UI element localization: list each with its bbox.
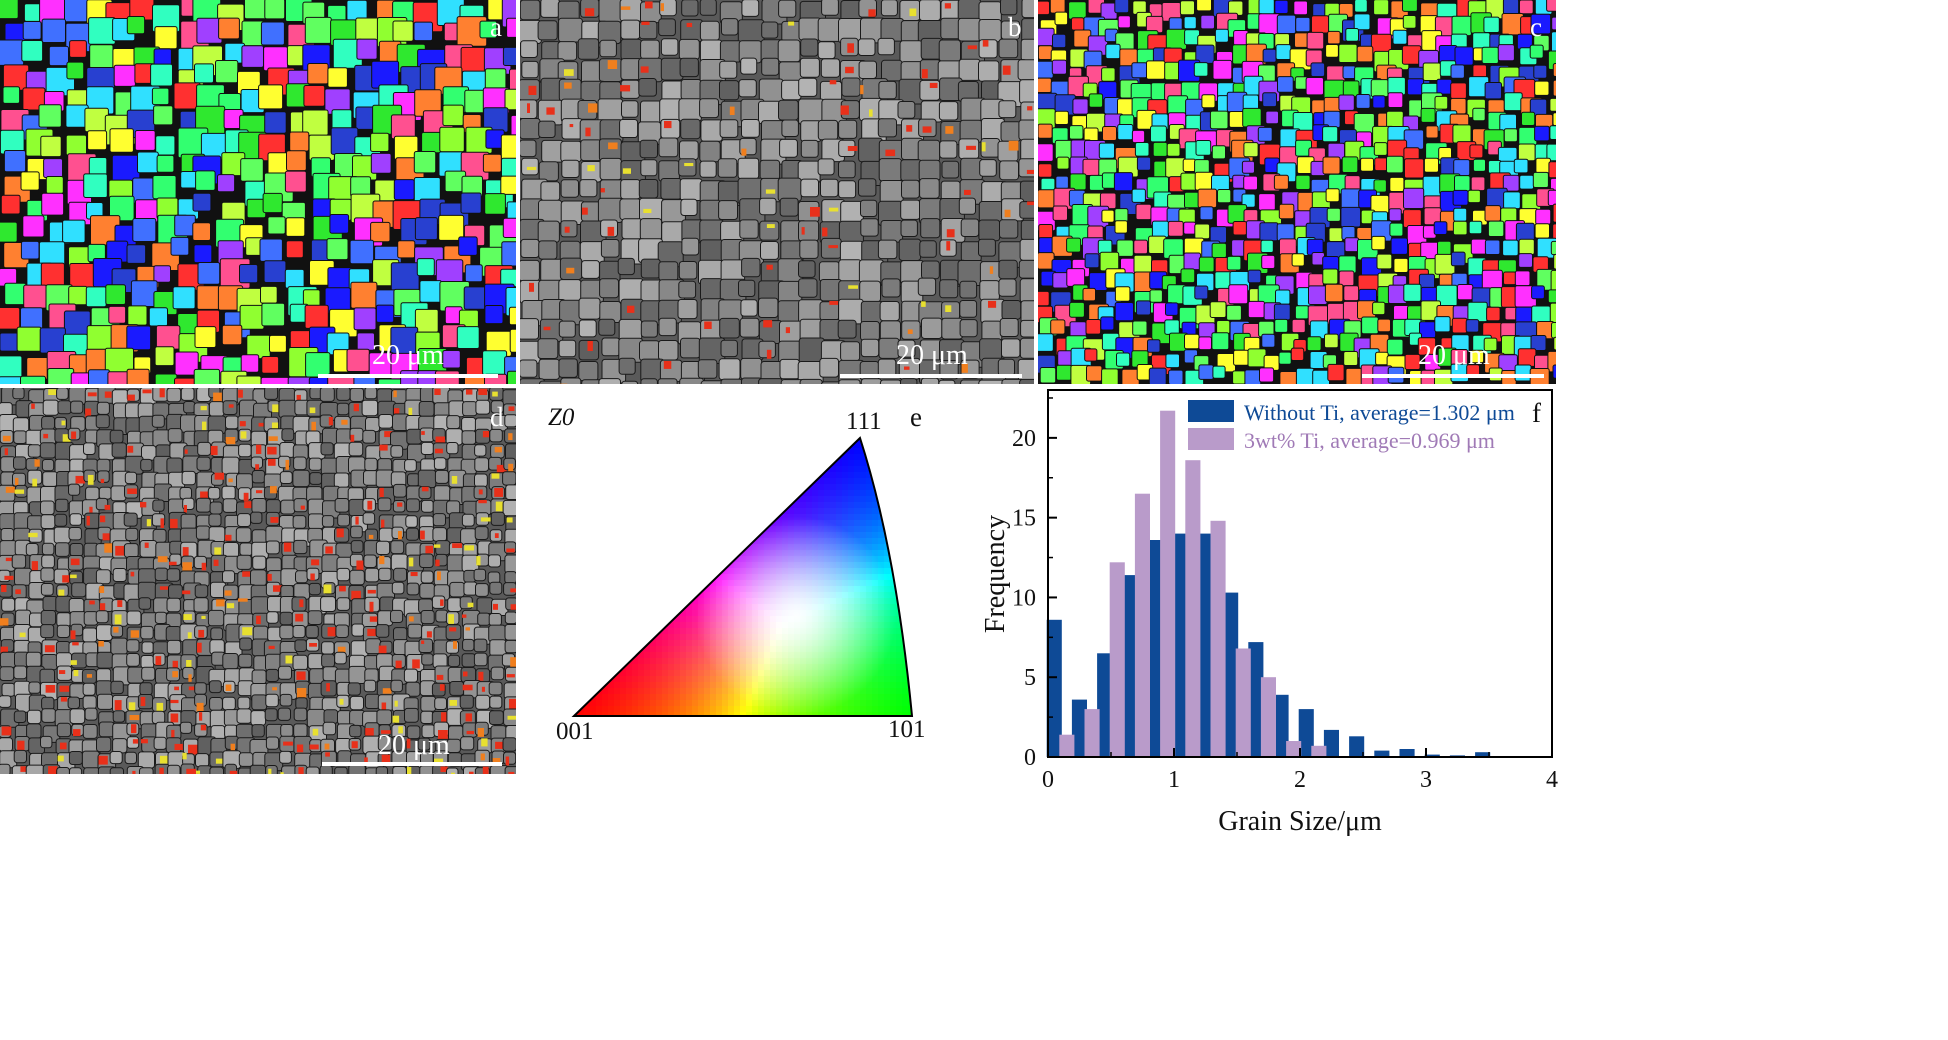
y-tick-label: 0	[1024, 745, 1036, 771]
bar-without-ti	[1374, 750, 1390, 757]
bar-without-ti	[1172, 533, 1188, 757]
bar-without-ti	[1399, 749, 1415, 757]
legend-swatch-without-ti	[1188, 400, 1234, 422]
panel-e-ipf-key	[560, 430, 920, 720]
x-tick-label: 4	[1546, 767, 1558, 793]
legend-label-3wt-ti: 3wt% Ti, average=0.969 μm	[1244, 428, 1495, 453]
ipf-key-outline	[571, 436, 914, 717]
panel-d-boundary-map	[0, 388, 516, 774]
panel-f-histogram: 0 1 2 3 4 0 5 10 15 20 Without Ti, average=1.302 …	[960, 386, 1948, 1040]
bar-without-ti	[1046, 619, 1062, 757]
bar-3wt-ti	[1109, 562, 1125, 757]
panel-e-label: e	[910, 402, 922, 432]
bar-without-ti	[1475, 752, 1491, 757]
bar-3wt-ti	[1084, 709, 1100, 757]
panel-a-scale-text: 20 μm	[372, 340, 444, 371]
panel-a-label: a	[490, 12, 502, 42]
panel-b-label: b	[1008, 12, 1022, 42]
panel-b-boundary-map	[520, 0, 1034, 384]
panel-b-scale-text: 20 μm	[896, 340, 968, 371]
bar-without-ti	[1197, 533, 1213, 757]
x-tick-label: 3	[1420, 767, 1432, 793]
chart-xlabel: Grain Size/μm	[1218, 806, 1382, 837]
bar-3wt-ti	[1134, 493, 1150, 757]
bar-without-ti	[1298, 709, 1314, 757]
panel-c-ipf-map	[1038, 0, 1556, 384]
y-tick-label: 10	[1012, 585, 1036, 611]
bar-without-ti	[1273, 694, 1289, 757]
bar-3wt-ti	[1260, 677, 1276, 757]
bar-3wt-ti	[1311, 745, 1327, 757]
bar-without-ti	[1122, 575, 1138, 757]
bar-without-ti	[1248, 642, 1264, 757]
y-tick-label: 5	[1024, 665, 1036, 691]
panel-a-scale-bar	[318, 374, 498, 378]
panel-a-ipf-map	[0, 0, 516, 384]
panel-d-scale-bar	[322, 762, 502, 766]
chart-ylabel: Frequency	[980, 515, 1011, 633]
panel-d-scale-text: 20 μm	[378, 730, 450, 761]
ipf-corner-101: 101	[888, 716, 926, 743]
bar-without-ti	[1424, 754, 1440, 757]
bar-3wt-ti	[1185, 460, 1201, 757]
legend-label-without-ti: Without Ti, average=1.302 μm	[1244, 400, 1515, 425]
y-tick-label: 20	[1012, 426, 1036, 452]
bar-3wt-ti	[1210, 520, 1226, 757]
panel-d-label: d	[490, 402, 504, 432]
y-tick-label: 15	[1012, 506, 1036, 532]
bar-without-ti	[1323, 729, 1339, 757]
bar-without-ti	[1349, 736, 1365, 757]
panel-c-label: c	[1530, 12, 1542, 42]
panel-b-scale-bar	[840, 374, 1022, 378]
bar-3wt-ti	[1160, 410, 1176, 757]
bar-3wt-ti	[1235, 648, 1251, 757]
bar-3wt-ti	[1059, 734, 1075, 757]
bar-without-ti	[1097, 653, 1113, 757]
legend-swatch-3wt-ti	[1188, 428, 1234, 450]
ipf-corner-001: 001	[556, 718, 594, 745]
ipf-ref-axis: Z0	[548, 404, 575, 431]
x-tick-label: 1	[1168, 767, 1180, 793]
panel-f-label: f	[1532, 398, 1541, 428]
x-tick-label: 2	[1294, 767, 1306, 793]
ipf-corner-111: 111	[846, 408, 882, 435]
x-tick-label: 0	[1042, 767, 1054, 793]
bar-without-ti	[1147, 540, 1163, 757]
panel-c-scale-text: 20 μm	[1418, 340, 1490, 371]
panel-c-scale-bar	[1362, 374, 1544, 378]
bar-without-ti	[1071, 699, 1087, 757]
bar-3wt-ti	[1286, 741, 1302, 757]
bar-without-ti	[1223, 592, 1239, 757]
